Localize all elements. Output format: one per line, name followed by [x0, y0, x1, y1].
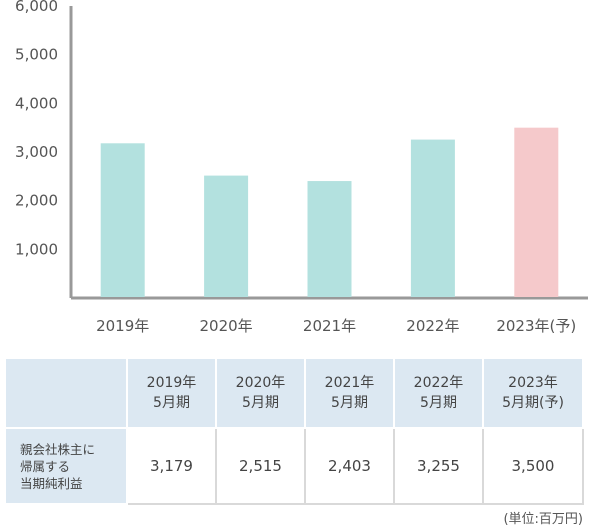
- x-tick-label: 2019年: [96, 317, 149, 335]
- y-tick-label: 6,000: [15, 0, 58, 15]
- table-cell: 2,403: [304, 427, 395, 505]
- table-cell: 2,515: [215, 427, 306, 505]
- table-header-cell: 2023年 5月期(予): [482, 357, 584, 429]
- x-tick-label: 2022年: [406, 317, 459, 335]
- y-tick-label: 1,000: [15, 240, 58, 258]
- bar: [204, 175, 249, 297]
- table-header-cell: 2021年 5月期: [304, 357, 395, 429]
- x-tick-label: 2021年: [303, 317, 356, 335]
- table-row-label: 親会社株主に 帰属する 当期純利益: [4, 427, 128, 505]
- bar: [410, 139, 455, 297]
- table-header-cell: 2019年 5月期: [126, 357, 217, 429]
- y-tick-label: 3,000: [15, 143, 58, 161]
- data-table: 2019年 5月期 2020年 5月期 2021年 5月期 2022年 5月期 2023…: [4, 357, 584, 505]
- table-header-cell: 2022年 5月期: [393, 357, 484, 429]
- bar: [514, 127, 559, 298]
- bar: [100, 143, 145, 297]
- x-tick-label: 2023年(予): [496, 317, 576, 335]
- y-tick-label: 2,000: [15, 192, 58, 210]
- x-tick-label: 2020年: [200, 317, 253, 335]
- y-tick-label: 4,000: [15, 94, 58, 112]
- table-row: 親会社株主に 帰属する 当期純利益 3,179 2,515 2,403 3,255 …: [4, 427, 584, 505]
- table-header-cell: 2020年 5月期: [215, 357, 306, 429]
- bar: [307, 181, 352, 297]
- bar-chart: 1,000 2,000 3,000 4,000 5,000 6,000 2019年 2020年…: [15, 0, 588, 335]
- unit-note: (単位:百万円): [503, 512, 583, 527]
- table-header-row: 2019年 5月期 2020年 5月期 2021年 5月期 2022年 5月期 2023…: [4, 357, 584, 429]
- y-tick-label: 5,000: [15, 46, 58, 64]
- table-corner-cell: [4, 357, 128, 429]
- table-cell: 3,255: [393, 427, 484, 505]
- table-cell: 3,179: [126, 427, 217, 505]
- table-cell: 3,500: [482, 427, 584, 505]
